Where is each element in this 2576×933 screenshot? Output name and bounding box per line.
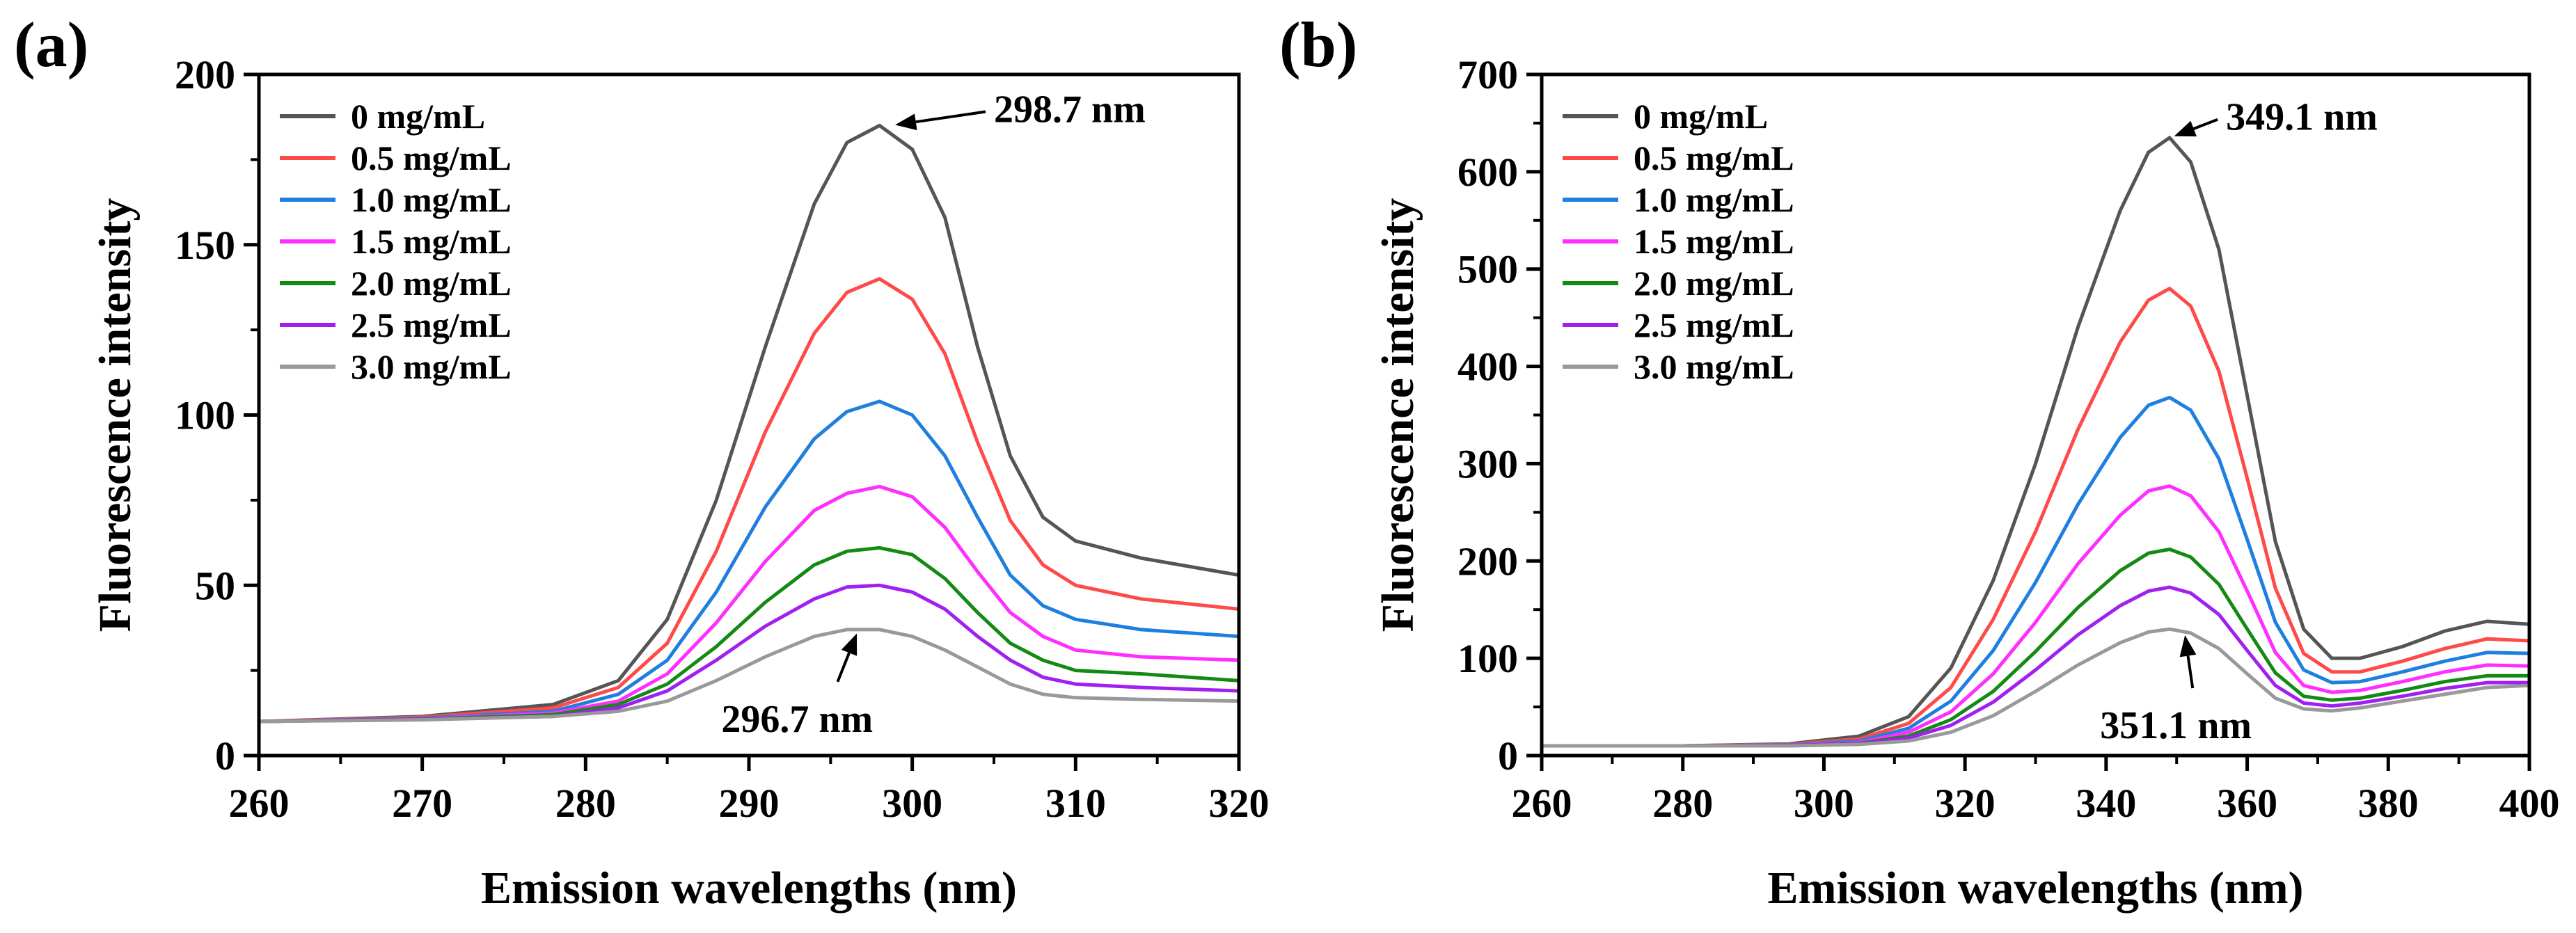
legend-label: 3.0 mg/mL xyxy=(351,347,512,386)
y-tick-label: 700 xyxy=(1457,52,1518,97)
annotation-arrow-head xyxy=(2174,120,2197,137)
x-tick-label: 360 xyxy=(2217,781,2277,826)
annotation-arrow-head xyxy=(841,633,858,656)
y-tick-label: 300 xyxy=(1457,441,1518,486)
y-tick-label: 0 xyxy=(1498,733,1518,779)
legend-label: 1.5 mg/mL xyxy=(351,222,512,261)
y-tick-label: 50 xyxy=(195,563,235,608)
legend-label: 0.5 mg/mL xyxy=(1634,138,1794,177)
x-tick-label: 310 xyxy=(1045,781,1106,826)
annotation-label: 349.1 nm xyxy=(2226,96,2378,139)
x-tick-label: 400 xyxy=(2499,781,2560,826)
y-tick-label: 0 xyxy=(215,733,235,779)
annotation-arrow-line xyxy=(2186,655,2195,689)
x-tick-label: 340 xyxy=(2076,781,2136,826)
legend-label: 1.0 mg/mL xyxy=(351,180,512,219)
y-axis-title: Fluorescence intensity xyxy=(1373,198,1423,632)
x-tick-label: 300 xyxy=(1794,781,1854,826)
annotation-label: 296.7 nm xyxy=(721,698,873,741)
x-axis-title: Emission wavelengths (nm) xyxy=(481,863,1017,914)
x-tick-label: 280 xyxy=(1652,781,1713,826)
y-tick-label: 100 xyxy=(175,393,235,438)
legend-label: 0 mg/mL xyxy=(351,97,485,136)
legend-label: 0 mg/mL xyxy=(1634,97,1768,136)
panel-label: (b) xyxy=(1279,9,1357,80)
y-tick-label: 400 xyxy=(1457,344,1518,390)
annotation-arrow-head xyxy=(895,113,917,131)
y-tick-label: 200 xyxy=(175,52,235,97)
series-line-5 xyxy=(1542,585,2529,748)
panel-b: (b) 260 280 300 320 340 360 380 400 0 100 200 300 40… xyxy=(1279,9,2560,914)
legend-label: 3.0 mg/mL xyxy=(1634,347,1794,386)
y-tick-label: 500 xyxy=(1457,247,1518,292)
series-line-0 xyxy=(1542,136,2530,748)
series-line-1 xyxy=(1542,287,2530,748)
legend-label: 2.5 mg/mL xyxy=(1634,305,1794,344)
annotation-arrow-line xyxy=(836,652,851,683)
y-tick-label: 200 xyxy=(1457,539,1518,584)
legend-label: 2.0 mg/mL xyxy=(1634,264,1794,303)
panel-label: (a) xyxy=(14,9,88,80)
legend-label: 1.5 mg/mL xyxy=(1634,222,1794,261)
series-line-2 xyxy=(1542,395,2530,748)
x-axis-title: Emission wavelengths (nm) xyxy=(1767,863,2303,914)
annotation-arrow-line xyxy=(2192,118,2218,130)
series-line-3 xyxy=(258,484,1240,724)
annotation-label: 351.1 nm xyxy=(2100,704,2252,747)
series-line-6 xyxy=(258,628,1240,724)
series-line-5 xyxy=(258,583,1240,724)
legend-label: 2.5 mg/mL xyxy=(351,305,512,344)
x-tick-label: 290 xyxy=(719,781,780,826)
series-line-3 xyxy=(1542,484,2530,748)
legend-label: 2.0 mg/mL xyxy=(351,264,512,303)
series-line-2 xyxy=(258,399,1240,724)
x-tick-label: 300 xyxy=(882,781,942,826)
x-tick-label: 320 xyxy=(1209,781,1270,826)
series-line-4 xyxy=(258,545,1240,724)
y-axis-title: Fluorescence intensity xyxy=(90,198,141,632)
series-line-1 xyxy=(258,277,1240,724)
legend-label: 0.5 mg/mL xyxy=(351,138,512,177)
panel-a: (a) 260 270 280 290 300 310 320 0 50 100 150 200 Emi… xyxy=(14,9,1270,914)
annotation-arrow-line xyxy=(915,110,986,124)
y-tick-label: 100 xyxy=(1457,636,1518,681)
annotation-arrow-head xyxy=(2179,635,2197,657)
series-line-6 xyxy=(1542,627,2530,748)
y-tick-label: 150 xyxy=(175,223,235,268)
x-tick-label: 270 xyxy=(392,781,452,826)
series-line-0 xyxy=(258,123,1240,724)
x-tick-label: 260 xyxy=(1512,781,1572,826)
x-tick-label: 260 xyxy=(229,781,290,826)
y-tick-label: 600 xyxy=(1457,150,1518,195)
legend-label: 1.0 mg/mL xyxy=(1634,180,1794,219)
x-tick-label: 280 xyxy=(555,781,616,826)
x-tick-label: 380 xyxy=(2358,781,2419,826)
x-tick-label: 320 xyxy=(1935,781,1996,826)
annotation-label: 298.7 nm xyxy=(994,88,1146,131)
